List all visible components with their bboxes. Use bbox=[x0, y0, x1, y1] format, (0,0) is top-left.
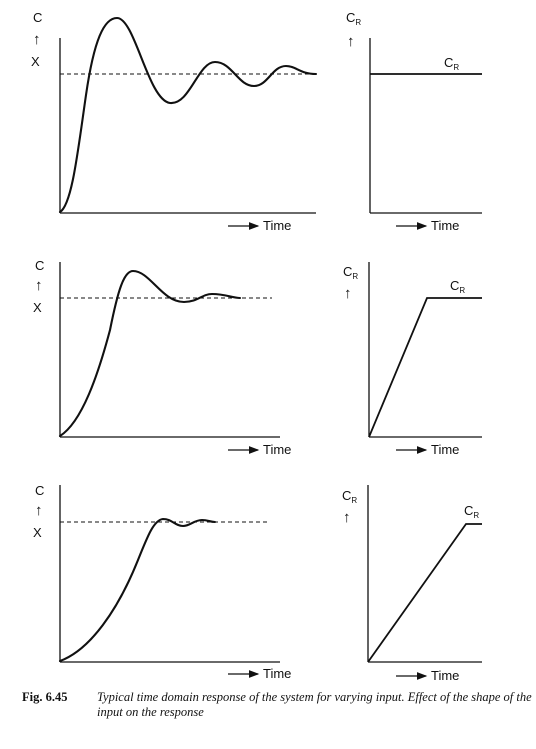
time-label: Time bbox=[431, 442, 459, 457]
response-plot-row-1: C ↑ X Time bbox=[31, 10, 318, 233]
y-symbol: C bbox=[35, 483, 44, 498]
time-label: Time bbox=[263, 442, 291, 457]
input-line-label: CR bbox=[450, 278, 465, 295]
time-label: Time bbox=[431, 218, 459, 233]
caption-text: Typical time domain response of the syst… bbox=[97, 690, 532, 719]
ramp-input bbox=[367, 523, 482, 663]
up-arrow-icon: ↑ bbox=[343, 509, 351, 526]
time-label: Time bbox=[431, 668, 459, 683]
up-arrow-icon: ↑ bbox=[35, 277, 43, 294]
input-line-label: CR bbox=[464, 503, 479, 520]
reference-symbol: X bbox=[31, 54, 40, 69]
y-symbol: C bbox=[33, 10, 42, 25]
response-plot-row-2: C ↑ X Time bbox=[33, 258, 291, 457]
input-symbol: CR bbox=[343, 264, 358, 281]
input-plot-row-1: CR ↑ CR Time bbox=[346, 10, 482, 233]
y-symbol: C bbox=[35, 258, 44, 273]
response-curve bbox=[58, 517, 217, 663]
up-arrow-icon: ↑ bbox=[35, 502, 43, 519]
response-curve bbox=[58, 16, 318, 214]
reference-symbol: X bbox=[33, 300, 42, 315]
up-arrow-icon: ↑ bbox=[33, 31, 41, 48]
figure-caption: Fig. 6.45 Typical time domain response o… bbox=[22, 690, 532, 720]
response-plot-row-3: C ↑ X Time bbox=[33, 483, 291, 681]
up-arrow-icon: ↑ bbox=[347, 33, 355, 50]
input-symbol: CR bbox=[342, 488, 357, 505]
input-line-label: CR bbox=[444, 55, 459, 72]
figure-number: Fig. 6.45 bbox=[22, 690, 68, 704]
reference-symbol: X bbox=[33, 525, 42, 540]
ramp-input bbox=[368, 297, 482, 438]
time-label: Time bbox=[263, 218, 291, 233]
time-label: Time bbox=[263, 666, 291, 681]
response-curve bbox=[58, 269, 242, 438]
input-plot-row-3: CR ↑ CR Time bbox=[342, 485, 482, 683]
input-symbol: CR bbox=[346, 10, 361, 27]
up-arrow-icon: ↑ bbox=[344, 285, 352, 302]
input-plot-row-2: CR ↑ CR Time bbox=[343, 262, 482, 457]
